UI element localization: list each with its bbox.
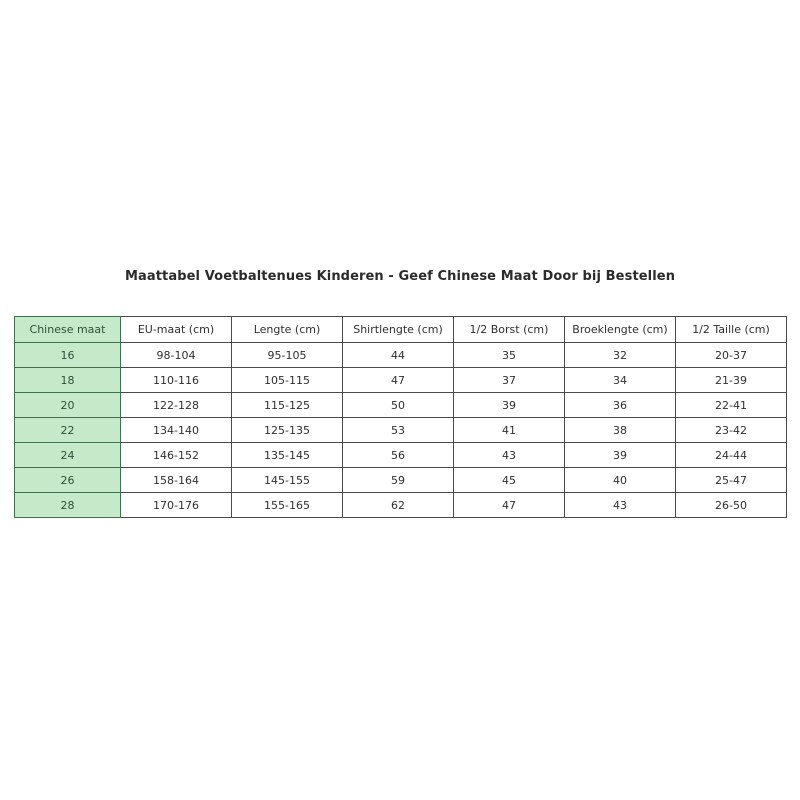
column-header-half-taille: 1/2 Taille (cm) bbox=[675, 316, 787, 343]
cell-broeklengte: 34 bbox=[564, 367, 676, 393]
cell-shirtlengte: 50 bbox=[342, 392, 454, 418]
cell-shirtlengte: 62 bbox=[342, 492, 454, 518]
cell-half-taille: 20-37 bbox=[675, 342, 787, 368]
cell-half-taille: 21-39 bbox=[675, 367, 787, 393]
cell-broeklengte: 43 bbox=[564, 492, 676, 518]
cell-shirtlengte: 59 bbox=[342, 467, 454, 493]
cell-half-borst: 45 bbox=[453, 467, 565, 493]
cell-half-borst: 43 bbox=[453, 442, 565, 468]
table-row: 22 134-140 125-135 53 41 38 23-42 bbox=[14, 417, 787, 443]
cell-eu-maat: 146-152 bbox=[120, 442, 232, 468]
table-header-row: Chinese maat EU-maat (cm) Lengte (cm) Sh… bbox=[14, 316, 787, 343]
column-header-chinese-maat: Chinese maat bbox=[14, 316, 121, 343]
cell-broeklengte: 40 bbox=[564, 467, 676, 493]
cell-chinese-maat: 20 bbox=[14, 392, 121, 418]
size-chart-container: Chinese maat EU-maat (cm) Lengte (cm) Sh… bbox=[14, 316, 787, 518]
cell-chinese-maat: 28 bbox=[14, 492, 121, 518]
cell-chinese-maat: 26 bbox=[14, 467, 121, 493]
cell-shirtlengte: 56 bbox=[342, 442, 454, 468]
cell-lengte: 105-115 bbox=[231, 367, 343, 393]
column-header-half-borst: 1/2 Borst (cm) bbox=[453, 316, 565, 343]
cell-half-borst: 47 bbox=[453, 492, 565, 518]
cell-half-taille: 23-42 bbox=[675, 417, 787, 443]
cell-lengte: 95-105 bbox=[231, 342, 343, 368]
cell-shirtlengte: 47 bbox=[342, 367, 454, 393]
column-header-lengte: Lengte (cm) bbox=[231, 316, 343, 343]
cell-half-taille: 24-44 bbox=[675, 442, 787, 468]
cell-eu-maat: 170-176 bbox=[120, 492, 232, 518]
table-row: 28 170-176 155-165 62 47 43 26-50 bbox=[14, 492, 787, 518]
cell-broeklengte: 36 bbox=[564, 392, 676, 418]
cell-eu-maat: 134-140 bbox=[120, 417, 232, 443]
cell-eu-maat: 158-164 bbox=[120, 467, 232, 493]
cell-broeklengte: 32 bbox=[564, 342, 676, 368]
column-header-broeklengte: Broeklengte (cm) bbox=[564, 316, 676, 343]
cell-chinese-maat: 18 bbox=[14, 367, 121, 393]
cell-chinese-maat: 22 bbox=[14, 417, 121, 443]
cell-half-taille: 22-41 bbox=[675, 392, 787, 418]
cell-lengte: 135-145 bbox=[231, 442, 343, 468]
cell-half-taille: 26-50 bbox=[675, 492, 787, 518]
table-row: 24 146-152 135-145 56 43 39 24-44 bbox=[14, 442, 787, 468]
cell-lengte: 155-165 bbox=[231, 492, 343, 518]
cell-half-borst: 35 bbox=[453, 342, 565, 368]
column-header-shirtlengte: Shirtlengte (cm) bbox=[342, 316, 454, 343]
cell-eu-maat: 98-104 bbox=[120, 342, 232, 368]
cell-eu-maat: 110-116 bbox=[120, 367, 232, 393]
cell-shirtlengte: 44 bbox=[342, 342, 454, 368]
table-row: 16 98-104 95-105 44 35 32 20-37 bbox=[14, 342, 787, 368]
cell-half-borst: 39 bbox=[453, 392, 565, 418]
page-title: Maattabel Voetbaltenues Kinderen - Geef … bbox=[124, 269, 676, 284]
cell-broeklengte: 39 bbox=[564, 442, 676, 468]
cell-lengte: 115-125 bbox=[231, 392, 343, 418]
cell-eu-maat: 122-128 bbox=[120, 392, 232, 418]
cell-broeklengte: 38 bbox=[564, 417, 676, 443]
table-row: 18 110-116 105-115 47 37 34 21-39 bbox=[14, 367, 787, 393]
table-row: 26 158-164 145-155 59 45 40 25-47 bbox=[14, 467, 787, 493]
cell-shirtlengte: 53 bbox=[342, 417, 454, 443]
table-row: 20 122-128 115-125 50 39 36 22-41 bbox=[14, 392, 787, 418]
cell-half-taille: 25-47 bbox=[675, 467, 787, 493]
column-header-eu-maat: EU-maat (cm) bbox=[120, 316, 232, 343]
cell-half-borst: 41 bbox=[453, 417, 565, 443]
cell-chinese-maat: 24 bbox=[14, 442, 121, 468]
cell-chinese-maat: 16 bbox=[14, 342, 121, 368]
cell-lengte: 145-155 bbox=[231, 467, 343, 493]
size-chart-table: Chinese maat EU-maat (cm) Lengte (cm) Sh… bbox=[14, 316, 787, 518]
cell-lengte: 125-135 bbox=[231, 417, 343, 443]
cell-half-borst: 37 bbox=[453, 367, 565, 393]
